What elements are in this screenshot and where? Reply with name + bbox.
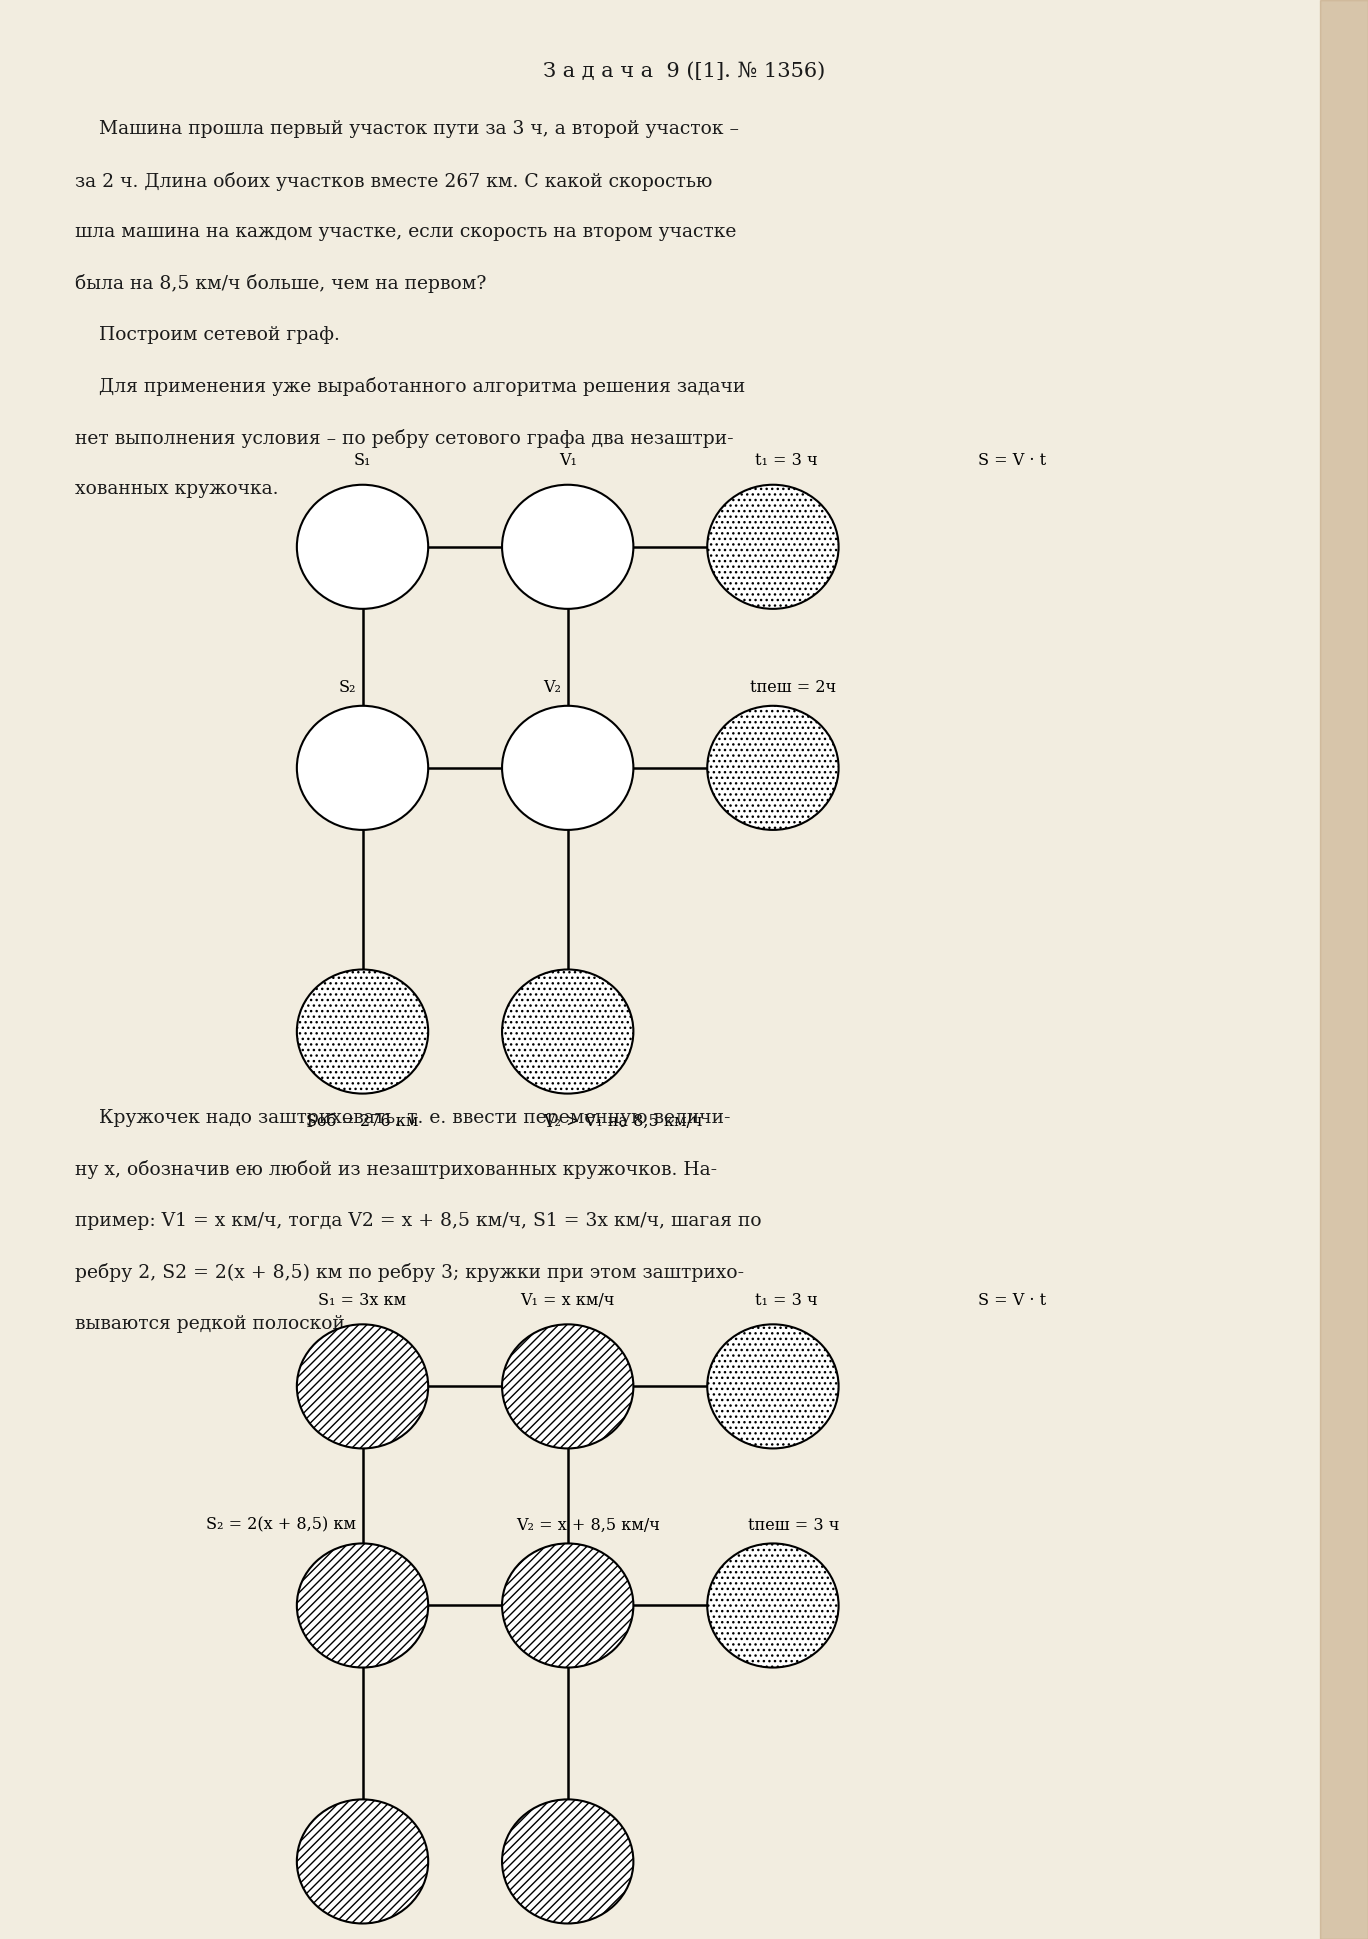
Text: ну x, обозначив ею любой из незаштрихованных кружочков. На-: ну x, обозначив ею любой из незаштрихова…: [75, 1160, 717, 1179]
Ellipse shape: [502, 706, 633, 830]
Text: tпеш = 3 ч: tпеш = 3 ч: [748, 1516, 839, 1534]
Text: t₁ = 3 ч: t₁ = 3 ч: [755, 452, 818, 469]
Text: Построим сетевой граф.: Построим сетевой граф.: [75, 326, 341, 343]
Text: V₁ = x км/ч: V₁ = x км/ч: [521, 1291, 614, 1309]
Ellipse shape: [297, 485, 428, 609]
Ellipse shape: [502, 485, 633, 609]
Text: S₁ = 3x км: S₁ = 3x км: [319, 1291, 406, 1309]
Ellipse shape: [502, 1799, 633, 1923]
Text: Машина прошла первый участок пути за 3 ч, а второй участок –: Машина прошла первый участок пути за 3 ч…: [75, 120, 739, 138]
Text: Кружочек надо заштриховать, т. е. ввести переменную величи-: Кружочек надо заштриховать, т. е. ввести…: [75, 1109, 731, 1127]
Text: V₁: V₁: [558, 452, 577, 469]
Ellipse shape: [297, 1543, 428, 1668]
Text: S₂: S₂: [338, 679, 356, 696]
Text: tпеш = 2ч: tпеш = 2ч: [751, 679, 836, 696]
Ellipse shape: [502, 970, 633, 1094]
Text: S = V · t: S = V · t: [978, 1291, 1047, 1309]
Text: S₂ = 2(x + 8,5) км: S₂ = 2(x + 8,5) км: [205, 1516, 356, 1534]
Text: ребру 2, S2 = 2(x + 8,5) км по ребру 3; кружки при этом заштрихо-: ребру 2, S2 = 2(x + 8,5) км по ребру 3; …: [75, 1264, 744, 1282]
Ellipse shape: [707, 1543, 839, 1668]
Ellipse shape: [707, 706, 839, 830]
Text: V₂ > V₁ на 8,5 км/ч: V₂ > V₁ на 8,5 км/ч: [543, 1113, 702, 1130]
Text: нет выполнения условия – по ребру сетового графа два незаштри-: нет выполнения условия – по ребру сетово…: [75, 429, 733, 448]
Text: t₁ = 3 ч: t₁ = 3 ч: [755, 1291, 818, 1309]
Ellipse shape: [297, 970, 428, 1094]
Text: V₂: V₂: [543, 679, 561, 696]
Ellipse shape: [502, 1543, 633, 1668]
Text: хованных кружочка.: хованных кружочка.: [75, 481, 279, 498]
Text: шла машина на каждом участке, если скорость на втором участке: шла машина на каждом участке, если скоро…: [75, 223, 736, 240]
Text: V₂ = x + 8,5 км/ч: V₂ = x + 8,5 км/ч: [516, 1516, 661, 1534]
Ellipse shape: [297, 1799, 428, 1923]
Text: S₁: S₁: [354, 452, 371, 469]
Bar: [1320, 0, 1368, 1939]
Text: была на 8,5 км/ч больше, чем на первом?: была на 8,5 км/ч больше, чем на первом?: [75, 273, 487, 293]
Text: З а д а ч а  9 ([1]. № 1356): З а д а ч а 9 ([1]. № 1356): [543, 62, 825, 81]
Text: за 2 ч. Длина обоих участков вместе 267 км. С какой скоростью: за 2 ч. Длина обоих участков вместе 267 …: [75, 171, 713, 190]
Text: Sоб = 276 км: Sоб = 276 км: [306, 1113, 419, 1130]
Ellipse shape: [502, 1324, 633, 1448]
Text: Для применения уже выработанного алгоритма решения задачи: Для применения уже выработанного алгорит…: [75, 378, 746, 396]
Ellipse shape: [707, 485, 839, 609]
Ellipse shape: [707, 1324, 839, 1448]
Text: вываются редкой полоской.: вываются редкой полоской.: [75, 1315, 352, 1332]
Ellipse shape: [297, 1324, 428, 1448]
Ellipse shape: [297, 706, 428, 830]
Text: S = V · t: S = V · t: [978, 452, 1047, 469]
Text: пример: V1 = x км/ч, тогда V2 = x + 8,5 км/ч, S1 = 3x км/ч, шагая по: пример: V1 = x км/ч, тогда V2 = x + 8,5 …: [75, 1212, 762, 1229]
